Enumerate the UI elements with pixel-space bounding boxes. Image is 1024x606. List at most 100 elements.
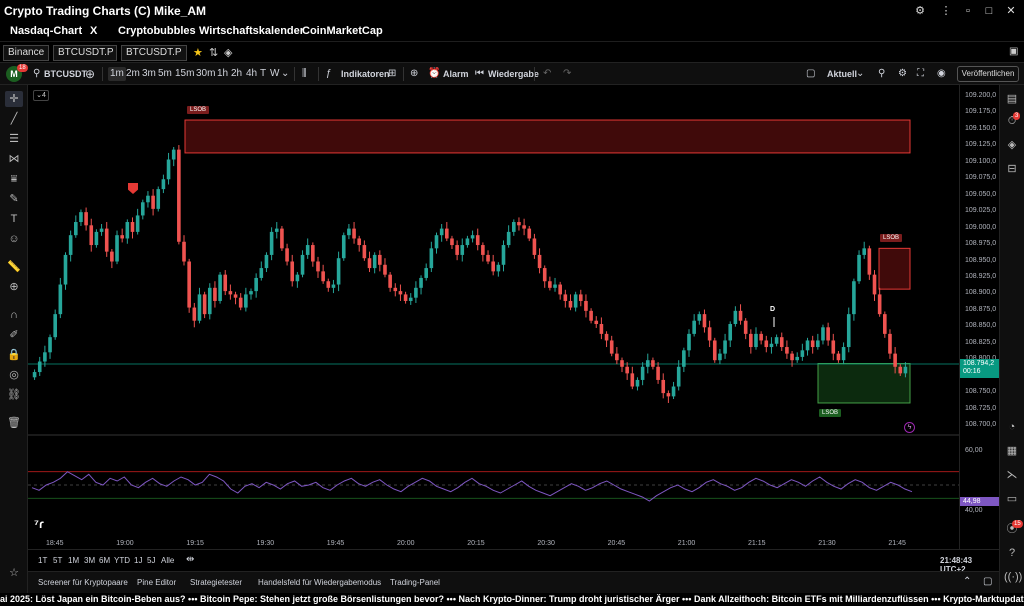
layers-icon[interactable]: ◈ <box>224 47 233 59</box>
interval-1m[interactable]: 1m <box>108 67 126 81</box>
signals-icon[interactable]: ((·)) <box>1004 571 1023 583</box>
legend-toggle[interactable]: ⌄4 <box>33 90 49 101</box>
interval-day[interactable]: T <box>260 68 267 79</box>
alerts-clock-icon[interactable]: ⏱ <box>1007 115 1017 127</box>
star-outline-icon[interactable]: ☆ <box>9 567 19 579</box>
pulse-icon[interactable]: ◔ <box>1008 421 1016 433</box>
range-all[interactable]: Alle <box>161 556 175 565</box>
more-icon[interactable]: ⋮ <box>940 5 952 17</box>
zoom-search-icon[interactable]: ⚲ <box>878 68 886 79</box>
interval-2m[interactable]: 2m <box>126 68 140 79</box>
tab-screener[interactable]: Screener für Kryptopaare <box>38 578 128 587</box>
date-range-icon[interactable]: ⇹ <box>186 554 195 565</box>
close-button[interactable]: ✕ <box>1006 5 1016 17</box>
zoom-in-icon[interactable]: ⊕ <box>9 281 19 293</box>
indicators-button[interactable]: Indikatoren <box>341 69 390 79</box>
range-5d[interactable]: 5T <box>53 556 63 565</box>
interval-5m[interactable]: 5m <box>158 68 172 79</box>
brush-icon[interactable]: ✎ <box>9 193 19 205</box>
tab-trading-panel[interactable]: Trading-Panel <box>390 578 440 587</box>
settings-icon[interactable]: ⚙ <box>898 68 907 79</box>
menu-item-cryptobubbles[interactable]: Cryptobubbles <box>118 25 196 37</box>
alarm-clock-icon[interactable]: ⏰ <box>428 68 441 79</box>
chevron-down-icon[interactable]: ⌄ <box>856 68 865 79</box>
link-icon[interactable]: ⛓ <box>7 389 21 401</box>
menu-item-nasdaq[interactable]: Nasdaq-Chart <box>10 25 83 37</box>
pattern-icon[interactable]: ⋈ <box>8 153 20 165</box>
symbol-input-1[interactable]: BTCUSDT.P <box>53 45 117 61</box>
interval-2h[interactable]: 2h <box>231 68 243 79</box>
candle-type-icon[interactable]: ⫼ <box>302 68 307 79</box>
interval-30m[interactable]: 30m <box>196 68 216 79</box>
indicators-icon[interactable]: ƒ <box>326 68 332 79</box>
crosshair-icon[interactable]: ✛ <box>5 91 23 107</box>
ruler-icon[interactable]: 📏 <box>7 261 21 273</box>
menu-item-coinmarketcap[interactable]: CoinMarketCap <box>302 25 383 37</box>
range-1m[interactable]: 1M <box>68 556 80 565</box>
hotlist-icon[interactable]: ⊟ <box>1007 163 1017 175</box>
layers-icon[interactable]: ◈ <box>1007 139 1017 151</box>
minimize-button[interactable]: ▫ <box>966 5 970 17</box>
interval-15m[interactable]: 15m <box>175 68 195 79</box>
symbol-input-2[interactable]: BTCUSDT.P <box>121 45 187 61</box>
range-5y[interactable]: 5J <box>147 556 156 565</box>
lightning-icon[interactable]: ϟ <box>904 422 915 433</box>
trendline-icon[interactable]: ╱ <box>10 113 18 125</box>
tab-pine-editor[interactable]: Pine Editor <box>137 578 177 587</box>
replay-icon[interactable]: ⏮ <box>475 68 484 79</box>
range-1d[interactable]: 1T <box>38 556 48 565</box>
settings-icon[interactable]: ⚙ <box>915 5 925 17</box>
interval-4h[interactable]: 4h <box>246 68 258 79</box>
chart-svg[interactable]: 18:45 19:00 19:15 19:30 19:45 20:00 20:15 20:30… <box>28 85 959 549</box>
alarm-button[interactable]: Alarm <box>443 69 469 79</box>
publish-button[interactable]: Veröffentlichen <box>957 66 1019 82</box>
news-ticker[interactable]: ai 2025: Löst Japan ein Bitcoin-Beben au… <box>0 593 1024 606</box>
range-3m[interactable]: 3M <box>84 556 96 565</box>
lock-icon[interactable]: 🔒 <box>7 349 21 361</box>
news-icon[interactable]: ⦿ <box>1006 523 1018 535</box>
menu-item-calendar[interactable]: Wirtschaftskalender <box>199 25 305 37</box>
chart-area[interactable]: 18:45 19:00 19:15 19:30 19:45 20:00 20:15 20:30… <box>28 85 959 549</box>
search-icon[interactable]: ⚲ <box>33 68 41 79</box>
replay-button[interactable]: Wiedergabe <box>488 69 539 79</box>
magnet-icon[interactable]: ∩ <box>10 309 18 321</box>
templates-icon[interactable]: ⊞ <box>388 68 397 79</box>
fib-icon[interactable]: ⩸ <box>10 173 18 185</box>
horizontal-lines-icon[interactable]: ☰ <box>9 133 19 145</box>
layout-button[interactable]: Aktuell <box>827 69 858 79</box>
tab-replay-trading[interactable]: Handelsfeld für Wiedergabemodus <box>258 578 382 587</box>
exchange-select[interactable]: Binance ⌄ <box>3 45 49 72</box>
symbol-label[interactable]: BTCUSDT <box>44 69 87 79</box>
eye-icon[interactable]: ◎ <box>9 369 19 381</box>
redo-icon[interactable]: ↷ <box>563 68 572 79</box>
range-ytd[interactable]: YTD <box>114 556 130 565</box>
camera-icon[interactable]: ◉ <box>937 68 946 79</box>
undo-icon[interactable]: ↶ <box>543 68 552 79</box>
fullscreen-icon[interactable]: ⛶ <box>917 68 924 79</box>
interval-1h[interactable]: 1h <box>217 68 229 79</box>
star-icon[interactable]: ★ <box>193 47 203 59</box>
interval-week[interactable]: W <box>270 68 280 79</box>
add-symbol-icon[interactable]: ⊕ <box>85 67 96 81</box>
pencil-lock-icon[interactable]: ✐ <box>9 329 19 341</box>
trash-icon[interactable]: 🗑 <box>7 417 21 429</box>
chat-icon[interactable]: ▭ <box>1006 493 1018 505</box>
chevron-down-icon[interactable]: ⌄ <box>281 68 290 79</box>
maximize-button[interactable]: □ <box>985 5 993 17</box>
range-1y[interactable]: 1J <box>134 556 143 565</box>
text-icon[interactable]: T <box>10 213 18 225</box>
add-alert-icon[interactable]: ⊕ <box>410 68 419 79</box>
range-6m[interactable]: 6M <box>99 556 111 565</box>
chevron-up-icon[interactable]: ⌃ <box>963 576 972 587</box>
watchlist-icon[interactable]: ▤ <box>1006 93 1018 105</box>
swap-icon[interactable]: ⇅ <box>209 47 219 59</box>
layout-icon[interactable]: ▢ <box>806 68 816 79</box>
flag-marker-icon[interactable] <box>128 183 138 194</box>
price-axis[interactable]: 109.200,0 109.175,0 109.150,0 109.125,0 109.… <box>959 85 1000 549</box>
window-icon[interactable]: ▣ <box>1009 46 1019 57</box>
maximize-panel-icon[interactable]: ▢ <box>983 576 993 587</box>
tab-strategy-tester[interactable]: Strategietester <box>190 578 243 587</box>
clock[interactable]: 21:48:43 UTC+2 <box>940 556 973 574</box>
interval-3m[interactable]: 3m <box>142 68 156 79</box>
menu-item-x[interactable]: X <box>90 25 98 37</box>
